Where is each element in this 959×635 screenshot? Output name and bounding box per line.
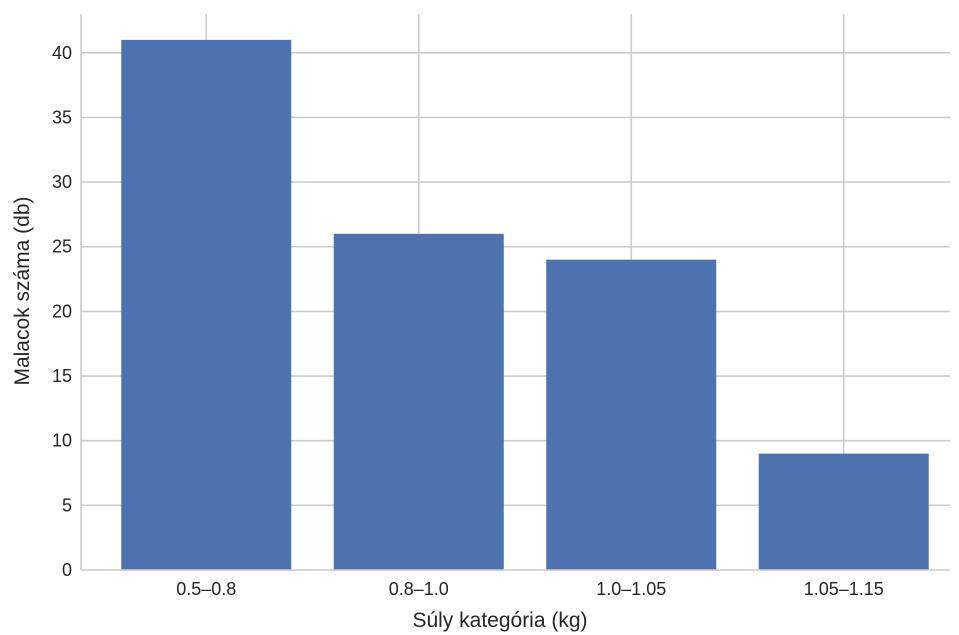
y-tick-label: 5 [62, 495, 72, 515]
bars [121, 39, 929, 570]
bar [758, 453, 929, 570]
y-tick-labels: 0 5 10 15 20 25 30 35 40 [52, 43, 72, 580]
y-tick-label: 0 [62, 560, 72, 580]
x-tick-label: 0.8–1.0 [389, 579, 449, 599]
y-tick-label: 15 [52, 366, 72, 386]
x-tick-label: 1.0–1.05 [596, 579, 666, 599]
x-tick-label: 1.05–1.15 [804, 579, 884, 599]
bar [121, 39, 292, 570]
y-tick-label: 25 [52, 237, 72, 257]
y-tick-label: 30 [52, 172, 72, 192]
y-tick-label: 20 [52, 301, 72, 321]
y-tick-label: 35 [52, 107, 72, 127]
y-axis-label: Malacok száma (db) [11, 196, 34, 385]
x-tick-labels: 0.5–0.8 0.8–1.0 1.0–1.05 1.05–1.15 [176, 579, 884, 599]
x-axis-label: Súly kategória (kg) [412, 609, 587, 632]
x-gridlines [205, 14, 845, 570]
y-tick-label: 10 [52, 431, 72, 451]
x-tick-label: 0.5–0.8 [176, 579, 236, 599]
bar [546, 259, 717, 570]
y-tick-label: 40 [52, 43, 72, 63]
bar [333, 233, 504, 570]
axes [80, 14, 950, 571]
